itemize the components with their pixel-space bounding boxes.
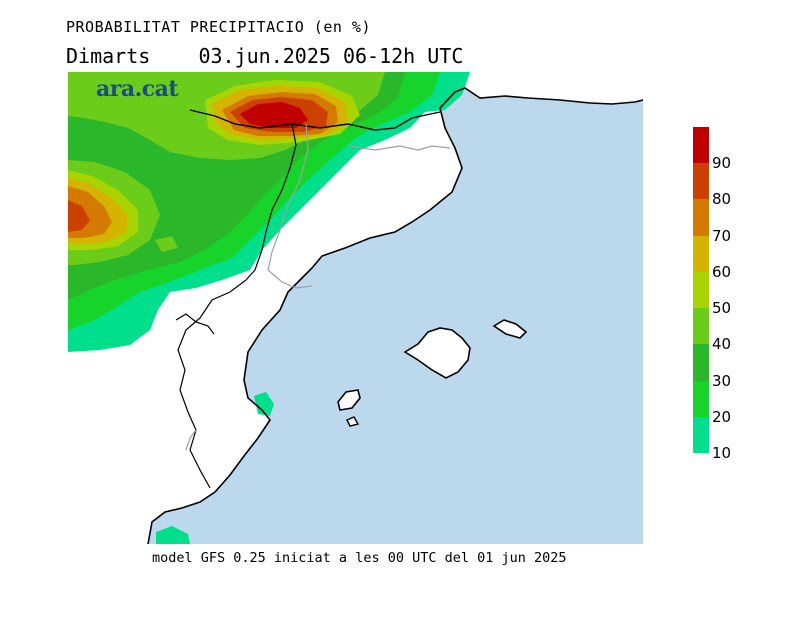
legend-swatch-50 <box>693 272 709 308</box>
menorca-island <box>492 319 528 339</box>
brand-logo: ara.cat <box>96 76 179 102</box>
model-info-footer: model GFS 0.25 iniciat a les 00 UTC del … <box>152 550 567 566</box>
legend-label-20: 20 <box>712 408 732 426</box>
map-subtitle: Dimarts 03.jun.2025 06-12h UTC <box>66 44 464 68</box>
legend-label-50: 50 <box>712 299 732 317</box>
legend-label-60: 60 <box>712 263 732 281</box>
legend-swatch-10 <box>693 417 709 453</box>
legend-label-10: 10 <box>712 444 732 462</box>
legend-swatch-20 <box>693 381 709 417</box>
legend-swatch-60 <box>693 236 709 272</box>
map-title: PROBABILITAT PRECIPITACIO (en %) <box>66 18 371 36</box>
mallorca-island <box>403 327 471 379</box>
legend-label-30: 30 <box>712 372 732 390</box>
regional-border-south <box>185 429 197 451</box>
legend-label-40: 40 <box>712 335 732 353</box>
legend-label-70: 70 <box>712 227 732 245</box>
legend-label-80: 80 <box>712 190 732 208</box>
regional-border-valencia <box>177 279 247 489</box>
legend-swatch-90 <box>693 127 709 163</box>
legend-swatch-30 <box>693 344 709 381</box>
coast-detail <box>175 313 215 335</box>
ibiza-island <box>337 389 361 411</box>
probability-field <box>68 72 470 544</box>
legend-label-90: 90 <box>712 154 732 172</box>
legend-swatch-40 <box>693 308 709 344</box>
coastline <box>147 87 643 544</box>
regional-border-aragon <box>245 123 297 281</box>
formentera-island <box>346 416 360 427</box>
national-border <box>189 109 441 131</box>
legend-swatch-80 <box>693 163 709 199</box>
regional-border-catalonia <box>267 123 451 289</box>
legend-colorbar <box>693 127 709 453</box>
legend-swatch-70 <box>693 199 709 236</box>
